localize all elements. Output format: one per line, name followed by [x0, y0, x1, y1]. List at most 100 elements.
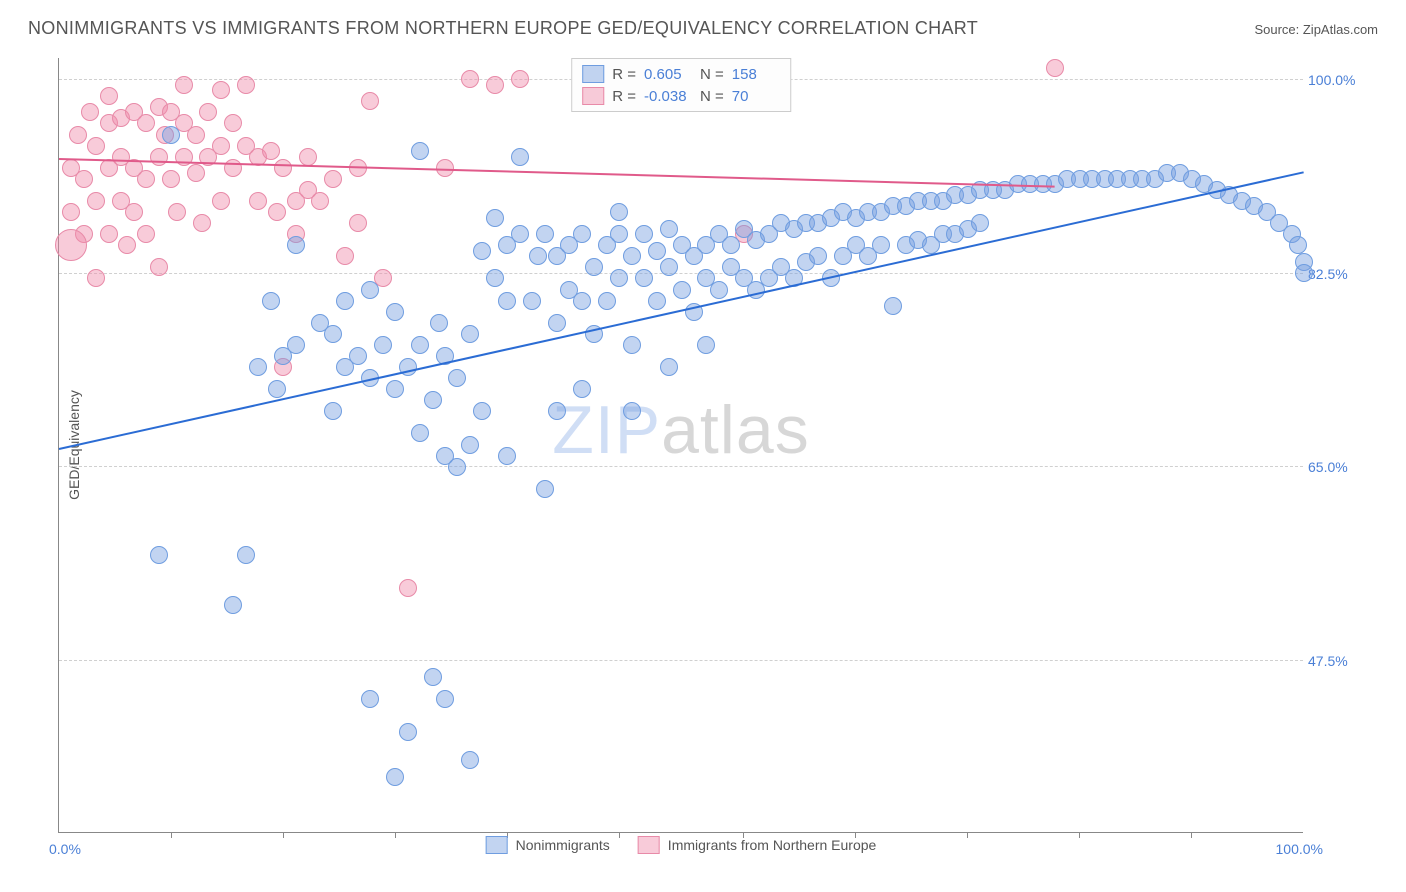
point-series1: [150, 546, 168, 564]
point-series1: [809, 247, 827, 265]
x-tick: [967, 832, 968, 838]
point-series1: [573, 292, 591, 310]
point-series2: [125, 203, 143, 221]
point-series2: [349, 214, 367, 232]
x-axis-max: 100.0%: [1276, 841, 1323, 857]
point-series2: [224, 159, 242, 177]
swatch-series2-b: [638, 836, 660, 854]
point-series1: [598, 292, 616, 310]
swatch-series1-b: [486, 836, 508, 854]
grid-line: [59, 660, 1303, 661]
r-value-1: 0.605: [644, 66, 692, 83]
point-series2: [137, 114, 155, 132]
point-series1: [610, 225, 628, 243]
point-series2: [199, 103, 217, 121]
regression-line-series2: [59, 158, 1055, 188]
point-series1: [411, 336, 429, 354]
point-series1: [697, 336, 715, 354]
point-series1: [486, 269, 504, 287]
point-series1: [523, 292, 541, 310]
legend-label-series2: Immigrants from Northern Europe: [668, 837, 877, 853]
point-series2: [336, 247, 354, 265]
point-series1: [585, 258, 603, 276]
point-series1: [424, 668, 442, 686]
grid-line: [59, 466, 1303, 467]
point-series1: [673, 281, 691, 299]
watermark-zip: ZIP: [552, 392, 661, 468]
point-series1: [573, 380, 591, 398]
point-series2: [299, 148, 317, 166]
point-series1: [262, 292, 280, 310]
point-series1: [448, 369, 466, 387]
point-series1: [660, 220, 678, 238]
point-series1: [1295, 264, 1313, 282]
point-series2: [224, 114, 242, 132]
x-axis-min: 0.0%: [49, 841, 81, 857]
point-series2: [87, 137, 105, 155]
point-series2: [162, 170, 180, 188]
point-series1: [623, 402, 641, 420]
x-tick: [1079, 832, 1080, 838]
point-series1: [660, 258, 678, 276]
point-series2: [75, 170, 93, 188]
point-series2: [69, 126, 87, 144]
point-series1: [548, 314, 566, 332]
point-series1: [548, 402, 566, 420]
point-series1: [287, 236, 305, 254]
point-series1: [486, 209, 504, 227]
legend-item-series1: Nonimmigrants: [486, 836, 610, 854]
point-series2: [361, 92, 379, 110]
point-series1: [424, 391, 442, 409]
n-value-1: 158: [732, 66, 780, 83]
point-series1: [872, 236, 890, 254]
point-series1: [610, 203, 628, 221]
point-series1: [324, 402, 342, 420]
plot-area: GED/Equivalency 100.0%82.5%65.0%47.5% ZI…: [58, 58, 1303, 833]
watermark: ZIPatlas: [552, 391, 809, 469]
point-series1: [610, 269, 628, 287]
x-tick: [283, 832, 284, 838]
point-series1: [399, 723, 417, 741]
point-series1: [573, 225, 591, 243]
point-series1: [971, 214, 989, 232]
point-series1: [511, 148, 529, 166]
watermark-atlas: atlas: [661, 392, 810, 468]
point-series1: [386, 380, 404, 398]
n-value-2: 70: [732, 88, 780, 105]
point-series1: [361, 281, 379, 299]
point-series1: [536, 480, 554, 498]
point-series1: [162, 126, 180, 144]
r-label-2: R =: [612, 88, 636, 105]
swatch-series2: [582, 87, 604, 105]
r-label-1: R =: [612, 66, 636, 83]
legend-item-series2: Immigrants from Northern Europe: [638, 836, 877, 854]
point-series1: [386, 303, 404, 321]
x-tick: [171, 832, 172, 838]
point-series1: [430, 314, 448, 332]
point-series2: [87, 269, 105, 287]
point-series1: [635, 269, 653, 287]
point-series1: [461, 436, 479, 454]
point-series2: [212, 192, 230, 210]
y-tick-label: 100.0%: [1308, 72, 1363, 88]
point-series1: [361, 690, 379, 708]
point-series1: [287, 336, 305, 354]
x-tick: [395, 832, 396, 838]
point-series1: [660, 358, 678, 376]
point-series2: [137, 225, 155, 243]
point-series1: [386, 768, 404, 786]
point-series2: [486, 76, 504, 94]
point-series2: [268, 203, 286, 221]
point-series2: [1046, 59, 1064, 77]
point-series1: [411, 424, 429, 442]
point-series2: [100, 87, 118, 105]
point-series1: [722, 236, 740, 254]
point-series2: [193, 214, 211, 232]
point-series1: [648, 242, 666, 260]
point-series1: [374, 336, 392, 354]
point-series1: [224, 596, 242, 614]
point-series1: [536, 225, 554, 243]
chart-title: NONIMMIGRANTS VS IMMIGRANTS FROM NORTHER…: [28, 18, 978, 39]
y-tick-label: 82.5%: [1308, 266, 1363, 282]
point-series2: [212, 81, 230, 99]
